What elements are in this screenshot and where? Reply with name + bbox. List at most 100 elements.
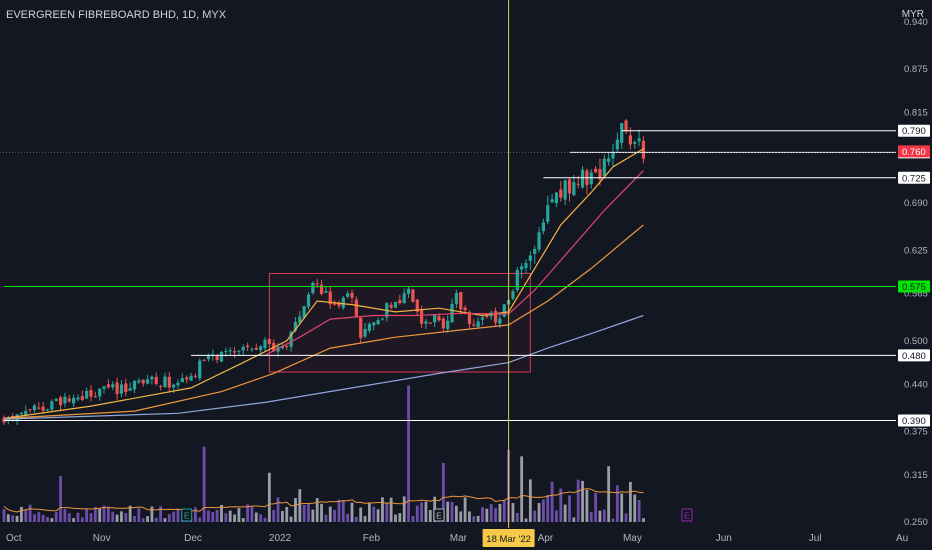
candle-body	[45, 409, 50, 411]
volume-bar	[359, 507, 363, 522]
candle-body	[267, 339, 271, 345]
volume-bar	[607, 466, 611, 522]
volume-bar	[611, 518, 615, 522]
time-axis-area[interactable]	[0, 528, 932, 550]
earnings-marker[interactable]	[433, 508, 445, 522]
candle-body	[315, 283, 319, 285]
time-tick-label: Mar	[450, 533, 468, 544]
volume-bar	[224, 513, 228, 522]
price-tick-label: 0.500	[904, 336, 928, 347]
candle-body	[237, 350, 241, 352]
volume-bar	[511, 503, 515, 522]
candle-body	[298, 316, 302, 323]
volume-bar	[346, 513, 350, 522]
level-label-box	[898, 414, 930, 427]
volume-bar	[115, 514, 119, 522]
volume-bar	[637, 500, 641, 522]
earnings-marker-label: E	[184, 511, 190, 521]
volume-bar	[207, 510, 210, 522]
volume-bar	[167, 514, 171, 522]
candle-body	[459, 292, 463, 310]
candle-body	[537, 232, 541, 250]
level-label: 0.575	[902, 282, 926, 293]
currency-label[interactable]: MYR	[901, 9, 924, 20]
candle-body	[128, 388, 132, 391]
candle-body	[206, 355, 211, 360]
candle-body	[76, 397, 80, 400]
candle-body	[154, 377, 158, 384]
candle-body	[111, 384, 115, 388]
volume-bar	[598, 510, 602, 522]
earnings-marker[interactable]	[681, 508, 693, 522]
level-label: 0.790	[902, 126, 926, 137]
crosshair-date-label: 18 Mar '22	[486, 534, 531, 545]
volume-bar	[446, 501, 450, 522]
price-axis-area[interactable]	[896, 0, 932, 550]
candle-body	[193, 375, 197, 377]
volume-bar	[568, 495, 571, 522]
volume-bar	[476, 515, 480, 522]
volume-bar	[302, 504, 306, 522]
volume-bar	[537, 503, 541, 522]
volume-bar	[133, 516, 136, 522]
candle-body	[393, 301, 398, 308]
volume-bar	[24, 509, 28, 522]
volume-bar	[602, 509, 606, 522]
volume-bar	[407, 385, 410, 522]
volume-bar	[202, 446, 206, 522]
volume-bar	[107, 506, 110, 522]
candle-body	[472, 324, 476, 326]
candle-body	[80, 396, 84, 400]
candle-body	[485, 315, 489, 317]
candle-body	[580, 169, 585, 188]
moving-average-slow	[3, 224, 644, 419]
level-label: 0.725	[902, 173, 926, 184]
candle-body	[589, 172, 593, 185]
volume-bar	[137, 508, 141, 522]
volume-bar	[93, 507, 97, 522]
candle-body	[528, 255, 532, 261]
candle-body	[341, 297, 345, 308]
volume-bar	[124, 513, 128, 522]
volume-bar	[354, 516, 358, 522]
volume-bar	[546, 494, 550, 522]
volume-bar	[341, 500, 345, 522]
earnings-marker[interactable]	[181, 508, 193, 522]
level-label-box	[898, 171, 930, 184]
candle-body	[141, 379, 145, 384]
candle-body	[493, 311, 498, 323]
volume-bar	[59, 476, 62, 522]
candle-body	[641, 140, 646, 159]
moving-average-mid	[264, 170, 644, 356]
volume-bar	[502, 500, 506, 522]
volume-bar	[146, 516, 149, 522]
candle-body	[85, 391, 89, 399]
volume-bar	[328, 506, 332, 522]
candle-body	[228, 350, 232, 352]
volume-bar	[629, 481, 632, 522]
volume-bar	[555, 510, 558, 522]
volume-bar	[85, 509, 89, 522]
time-tick-label: Oct	[6, 533, 22, 544]
candle-body	[176, 382, 180, 386]
candle-body	[406, 288, 411, 294]
last-price-badge[interactable]	[898, 145, 930, 158]
price-tick-label: 0.375	[904, 426, 928, 437]
candle-body	[354, 299, 358, 318]
candle-body	[602, 158, 606, 177]
candle-body	[576, 183, 580, 185]
candle-body	[259, 346, 263, 351]
volume-average-line	[3, 488, 644, 513]
candle-body	[402, 293, 406, 304]
candle-body	[232, 351, 237, 353]
candle-body	[293, 321, 298, 331]
volume-bar	[441, 462, 445, 522]
volume-bar	[620, 493, 624, 522]
volume-bar	[633, 494, 637, 522]
volume-bar	[324, 514, 328, 522]
candle-body	[398, 299, 402, 304]
candle-body	[559, 189, 563, 198]
volume-bar	[376, 509, 380, 522]
volume-bar	[89, 513, 93, 522]
